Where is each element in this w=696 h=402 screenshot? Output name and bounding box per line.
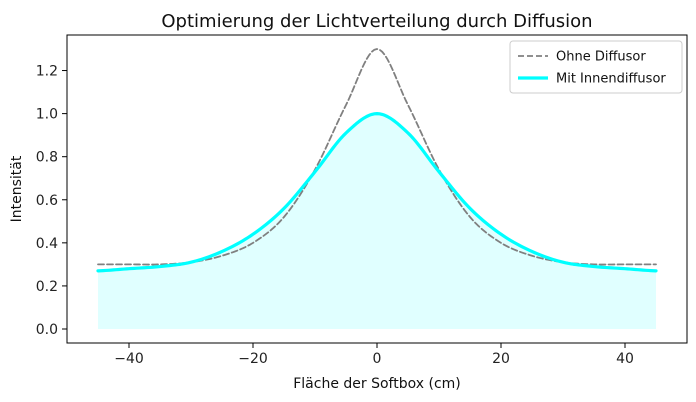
x-tick-label: −40: [114, 351, 144, 367]
x-tick-label: 20: [492, 351, 510, 367]
y-tick-label: 0.2: [36, 279, 58, 295]
plot-area: [96, 48, 658, 330]
legend: Ohne Diffusor Mit Innendiffusor: [509, 40, 683, 94]
legend-label: Ohne Diffusor: [556, 50, 646, 65]
y-tick-label: 0.4: [36, 236, 58, 252]
y-tick-label: 1.2: [36, 64, 58, 80]
x-axis: −40 −20 0 20 40: [114, 343, 634, 367]
x-tick-label: 0: [373, 351, 382, 367]
fill-area: [98, 113, 656, 330]
x-axis-label: Fläche der Softbox (cm): [293, 376, 461, 392]
x-tick-label: 40: [616, 351, 634, 367]
y-tick-label: 1.0: [36, 107, 58, 123]
y-tick-label: 0.0: [36, 322, 58, 338]
chart-title: Optimierung der Lichtverteilung durch Di…: [161, 11, 592, 32]
legend-label: Mit Innendiffusor: [556, 72, 666, 87]
y-axis: 0.0 0.2 0.4 0.6 0.8 1.0 1.2: [36, 64, 67, 338]
series-line-2: [96, 112, 658, 273]
x-tick-label: −20: [238, 351, 268, 367]
legend-box: [509, 40, 683, 94]
y-axis-label: Intensität: [9, 155, 25, 222]
y-tick-label: 0.6: [36, 193, 58, 209]
y-tick-label: 0.8: [36, 150, 58, 166]
